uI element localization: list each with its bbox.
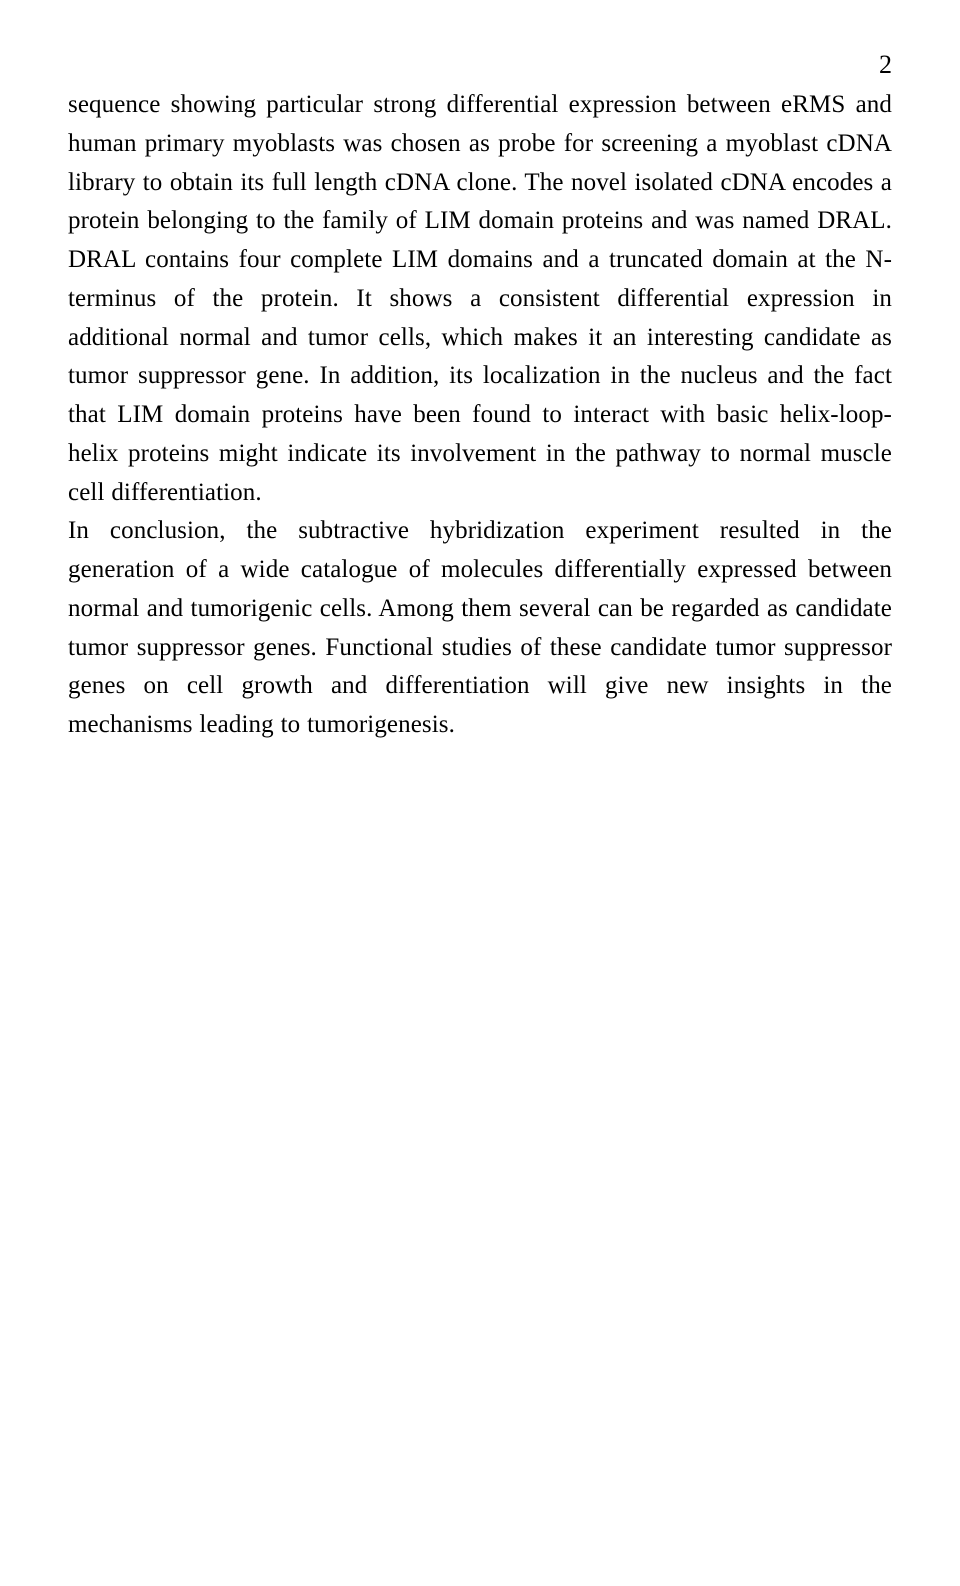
page-number: 2: [879, 50, 892, 80]
paragraph: In conclusion, the subtractive hybridiza…: [68, 512, 892, 745]
body-text: sequence showing particular strong diffe…: [68, 86, 892, 745]
document-page: 2 sequence showing particular strong dif…: [0, 0, 960, 1586]
paragraph: sequence showing particular strong diffe…: [68, 86, 892, 512]
